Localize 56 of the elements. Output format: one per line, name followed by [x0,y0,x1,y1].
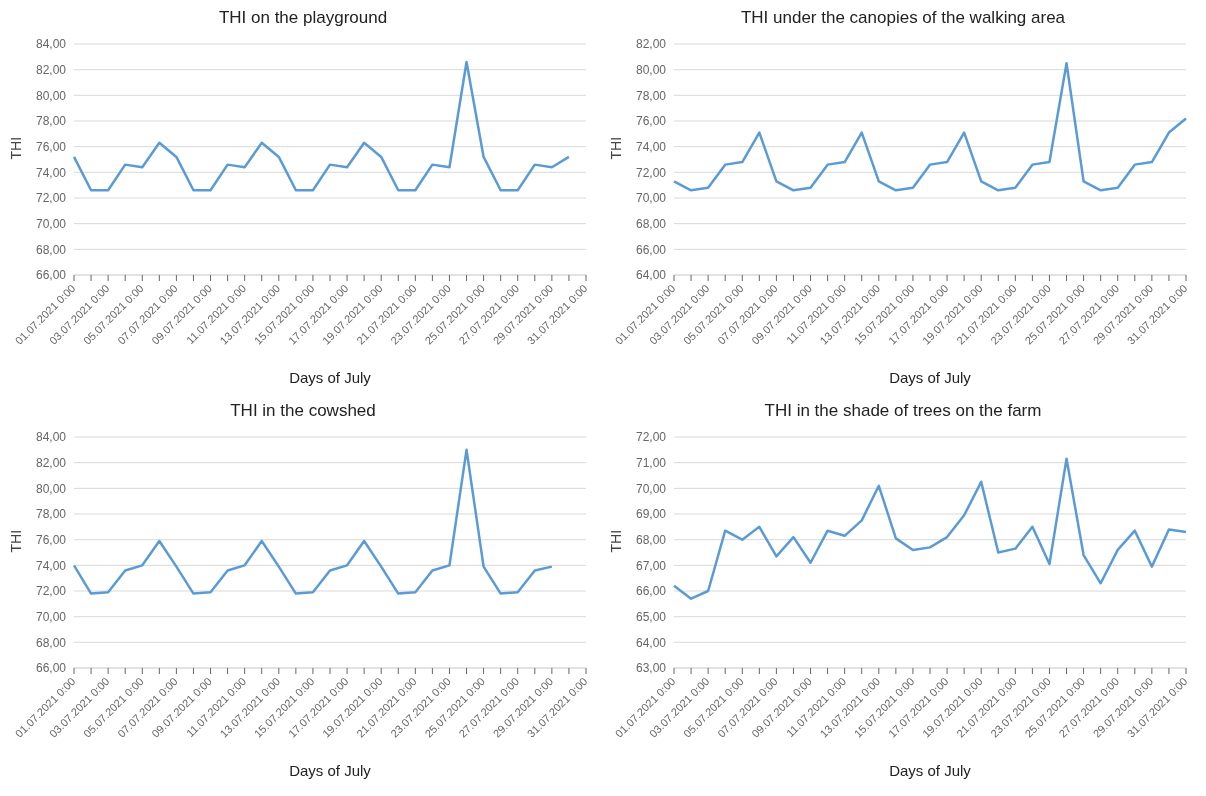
y-tick-label: 64,00 [635,268,667,283]
y-tick-label: 66,00 [635,242,667,257]
y-tick-label: 78,00 [35,507,67,522]
x-axis-title: Days of July [289,762,372,779]
y-tick-label: 70,00 [35,609,67,624]
y-tick-label: 80,00 [35,481,67,496]
line-series [672,62,1188,192]
chart-title: THI under the canopies of the walking area [739,8,1067,29]
chart-title: THI in the cowshed [229,401,377,422]
y-axis-title: THI [7,136,24,160]
y-tick-label: 65,00 [635,609,667,624]
line-series [72,448,554,595]
y-tick-label: 70,00 [35,216,67,231]
line-series [72,60,571,192]
chart-title: THI in the shade of trees on the farm [763,401,1043,422]
y-tick-label: 80,00 [35,88,67,103]
x-axis-title: Days of July [289,369,372,386]
y-tick-label: 68,00 [635,216,667,231]
y-tick-label: 84,00 [35,37,67,52]
y-tick-label: 80,00 [635,62,667,77]
y-tick-label: 84,00 [35,430,67,445]
x-axis-title: Days of July [889,762,972,779]
y-tick-label: 70,00 [635,191,667,206]
y-tick-label: 74,00 [35,558,67,573]
x-axis-title: Days of July [889,369,972,386]
chart-title: THI on the playground [217,8,389,29]
y-axis-title: THI [7,529,24,553]
y-tick-label: 68,00 [35,635,67,650]
y-tick-label: 68,00 [35,242,67,257]
y-tick-label: 67,00 [635,558,667,573]
y-tick-label: 82,00 [35,455,67,470]
y-tick-label: 66,00 [635,584,667,599]
y-tick-label: 76,00 [35,532,67,547]
y-tick-label: 72,00 [35,584,67,599]
y-tick-label: 68,00 [635,532,667,547]
y-tick-label: 74,00 [35,165,67,180]
y-tick-label: 78,00 [635,88,667,103]
y-tick-label: 69,00 [635,507,667,522]
y-tick-label: 70,00 [635,481,667,496]
y-tick-label: 63,00 [635,661,667,676]
y-tick-label: 64,00 [635,635,667,650]
y-tick-label: 66,00 [35,268,67,283]
y-tick-label: 71,00 [635,455,667,470]
y-tick-label: 76,00 [35,139,67,154]
y-tick-label: 72,00 [635,165,667,180]
y-tick-label: 66,00 [35,661,67,676]
line-series [672,457,1188,600]
y-axis-title: THI [607,136,624,160]
y-axis-title: THI [607,529,624,553]
y-tick-label: 82,00 [635,37,667,52]
y-tick-label: 78,00 [35,114,67,129]
y-tick-label: 72,00 [35,191,67,206]
y-tick-label: 82,00 [35,62,67,77]
y-tick-label: 72,00 [635,430,667,445]
y-tick-label: 74,00 [635,139,667,154]
y-tick-label: 76,00 [635,114,667,129]
